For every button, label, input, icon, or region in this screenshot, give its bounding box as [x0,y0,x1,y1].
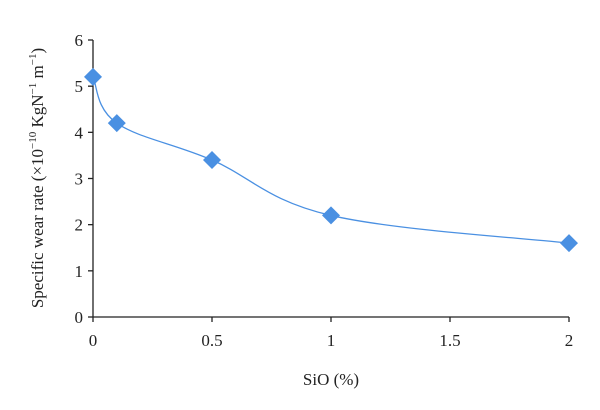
y-axis-title: Specific wear rate (×10−10 KgN−1 m−1) [27,48,47,308]
y-title-exp-1: −10 [27,131,39,149]
x-tick-label: 0 [89,331,98,350]
data-point-marker [560,234,578,253]
axes [92,40,569,318]
x-axis-title: SiO (%) [303,370,359,389]
x-tick-label: 0.5 [201,331,222,350]
data-markers [84,67,578,253]
y-tick-label: 2 [75,216,84,235]
y-tick-label: 4 [75,123,84,142]
y-title-end: m [28,65,47,82]
y-title-units: KgN [28,94,47,131]
y-tick-label: 6 [75,31,84,50]
y-tick-label: 0 [75,308,84,327]
data-point-marker [107,114,126,133]
y-title-main: Specific wear rate (×10 [28,149,47,308]
data-point-marker [203,151,221,170]
y-tick-label: 1 [75,262,84,281]
y-ticks: 0 1 2 3 4 5 6 [75,31,93,327]
x-tick-label: 1.5 [439,331,460,350]
y-title-close: ) [28,48,47,54]
y-tick-label: 5 [75,77,84,96]
data-point-marker [84,67,102,86]
y-tick-label: 3 [75,170,84,189]
y-title-exp-3: −1 [27,54,39,66]
x-tick-label: 2 [565,331,574,350]
y-title-exp-2: −1 [27,83,39,95]
data-point-marker [322,206,340,225]
x-tick-label: 1 [327,331,336,350]
x-ticks: 0 0.5 1 1.5 2 [89,317,574,350]
